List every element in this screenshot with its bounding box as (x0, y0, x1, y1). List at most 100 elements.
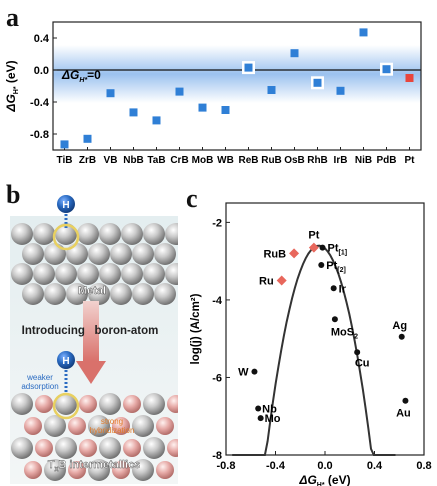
boron-atom (79, 439, 97, 457)
metal-atom (99, 437, 121, 459)
chart-c-point (330, 285, 337, 292)
chart-c-point (331, 316, 338, 323)
metal-atom (55, 223, 77, 245)
metal-atom (11, 393, 33, 415)
chart-c-point-label-main: Mo (265, 413, 281, 425)
metal-atom (99, 223, 121, 245)
chart-c-point-label-main: Ir (339, 283, 347, 295)
chart-a-ytick-label: -0.4 (30, 97, 50, 109)
intermetallic-label-sub: x (54, 466, 58, 473)
metal-atom (55, 393, 77, 415)
chart-a-point (267, 86, 276, 94)
chart-c-xtick-label: 0.0 (317, 460, 332, 472)
intermetallic-label-main: T (48, 459, 55, 471)
metal-atom (33, 223, 55, 245)
metal-atom (77, 263, 99, 285)
chart-a-xtick-label: PdB (377, 155, 397, 166)
chart-a-ylabel: ΔGH* (eV) (4, 60, 20, 112)
chart-c: -0.8 -0.4 0.0 0.4 0.8 -2-4-6-8 Pt[1]Pt[2]IrM… (190, 202, 432, 486)
chart-c-xlabel-unit: (eV) (325, 473, 351, 486)
boron-atom (35, 395, 53, 413)
chart-a-point (290, 49, 299, 58)
boron-atom (24, 417, 42, 435)
chart-a-point (60, 140, 69, 149)
metal-atom (165, 263, 178, 285)
intermetallic-label-rest: B intermetallics (58, 459, 140, 471)
chart-c-point-label-sub: 2 (354, 333, 358, 340)
chart-a-ylabel-sub: H* (13, 86, 20, 94)
metal-atom (44, 243, 66, 265)
chart-c-red-point-label: Pt (308, 230, 319, 242)
panel-b-illustration: H Metal Introducing boron-atom H weaker … (10, 195, 178, 484)
metal-atom (55, 437, 77, 459)
metal-atom (110, 283, 132, 305)
process-label: Introducing boron-atom (22, 325, 159, 337)
chart-a-xtick-label: MoB (192, 155, 214, 166)
metal-atom (22, 283, 44, 305)
chart-c-point-label: Au (396, 408, 411, 420)
chart-a-point (359, 28, 368, 37)
metal-atom (132, 243, 154, 265)
boron-atom (112, 461, 130, 479)
chart-a-ytick-label: 0.0 (34, 65, 49, 77)
metal-atom (55, 263, 77, 285)
metal-atom (66, 283, 88, 305)
panel-label-b: b (6, 180, 21, 209)
chart-a-xtick-label: IrB (334, 155, 348, 166)
metal-atom (44, 415, 66, 437)
chart-a-point (313, 78, 322, 87)
chart-a-xtick-label: VB (104, 155, 118, 166)
process-arrow-head (76, 361, 106, 384)
chart-c-red-point-label: RuB (263, 248, 286, 260)
chart-c-point (255, 405, 262, 412)
panel-label-c: c (186, 184, 198, 213)
chart-c-point-label-main: Ag (392, 320, 407, 332)
chart-a-point (175, 87, 184, 96)
metal-atom (66, 243, 88, 265)
hydrogen-label-bottom: H (62, 356, 69, 367)
chart-a-xtick-label: RuB (261, 155, 282, 166)
boron-atom (68, 461, 86, 479)
metal-atom (132, 415, 154, 437)
chart-a-ylabel-unit: (eV) (4, 60, 18, 86)
chart-c-xlabel-sub: H* (317, 482, 325, 486)
hydrogen-label-top: H (62, 200, 69, 211)
chart-c-red-point (289, 248, 300, 259)
chart-c-point-label-main: Pt (326, 260, 337, 272)
metal-atom (154, 283, 176, 305)
hydrogen-atom-bottom (57, 351, 75, 369)
metal-atom (11, 437, 33, 459)
chart-c-point-label-main: Nb (262, 403, 277, 415)
metal-atom (143, 223, 165, 245)
chart-a-ytick-label: -0.8 (30, 129, 49, 141)
chart-a-xtick-label: Pt (405, 155, 416, 166)
chart-c-point (257, 415, 264, 422)
chart-a-xtick-label: TaB (147, 155, 165, 166)
chart-c-ytick-label: -6 (212, 372, 222, 384)
metal-atom (11, 223, 33, 245)
chart-a-xtick-label: NbB (123, 155, 144, 166)
boron-atom (35, 439, 53, 457)
chart-c-point-label: Pt[2] (326, 260, 346, 274)
boron-atom (68, 417, 86, 435)
metal-atom (88, 459, 110, 481)
chart-c-red-point (308, 242, 319, 253)
chart-c-ytick-label: -2 (212, 217, 222, 229)
metal-atom (44, 459, 66, 481)
chart-c-point-label-main: Au (396, 408, 411, 420)
chart-c-point-label-main: Pt (328, 243, 339, 255)
chart-c-point-label: W (238, 367, 249, 379)
chart-a-xtick-label: ZrB (79, 155, 96, 166)
chart-c-ytick-label: -4 (212, 295, 223, 307)
chart-a-annotation-rest: =0 (87, 68, 101, 82)
chart-c-point-label: Mo (265, 413, 281, 425)
chart-c-point-label: Ir (339, 283, 347, 295)
chart-a-annotation-main: ΔG (61, 68, 79, 82)
metal-atom (121, 263, 143, 285)
weaker-label-2: adsorption (21, 382, 58, 391)
metal-atom (44, 283, 66, 305)
intermetallic-label: TxB intermetallics (48, 459, 141, 473)
metal-atom (88, 243, 110, 265)
chart-c-point (354, 349, 361, 356)
chart-c-point-label-main: W (238, 367, 249, 379)
